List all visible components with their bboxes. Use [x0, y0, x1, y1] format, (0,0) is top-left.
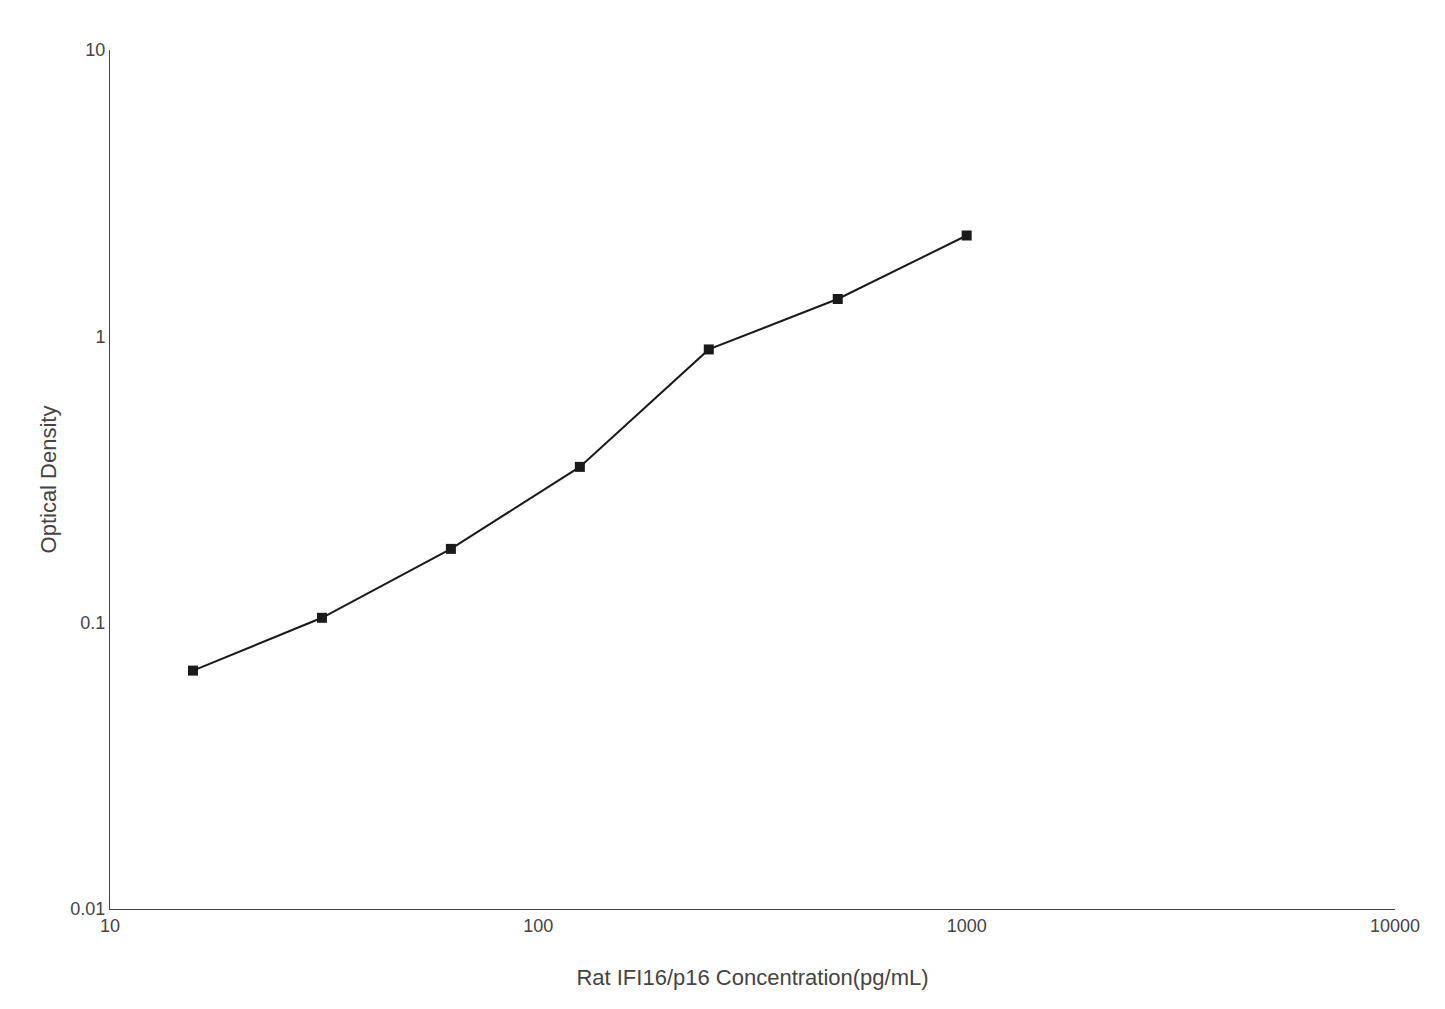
svg-text:0.1: 0.1 — [80, 613, 105, 633]
svg-text:1000: 1000 — [947, 916, 987, 936]
svg-text:100: 100 — [523, 916, 553, 936]
svg-text:Optical Density: Optical Density — [36, 406, 61, 554]
svg-text:Rat IFI16/p16 Concentration(pg: Rat IFI16/p16 Concentration(pg/mL) — [576, 965, 928, 990]
svg-text:0.01: 0.01 — [70, 899, 105, 919]
svg-text:1: 1 — [95, 327, 105, 347]
svg-text:10000: 10000 — [1370, 916, 1420, 936]
svg-text:10: 10 — [85, 40, 105, 60]
svg-text:10: 10 — [100, 916, 120, 936]
